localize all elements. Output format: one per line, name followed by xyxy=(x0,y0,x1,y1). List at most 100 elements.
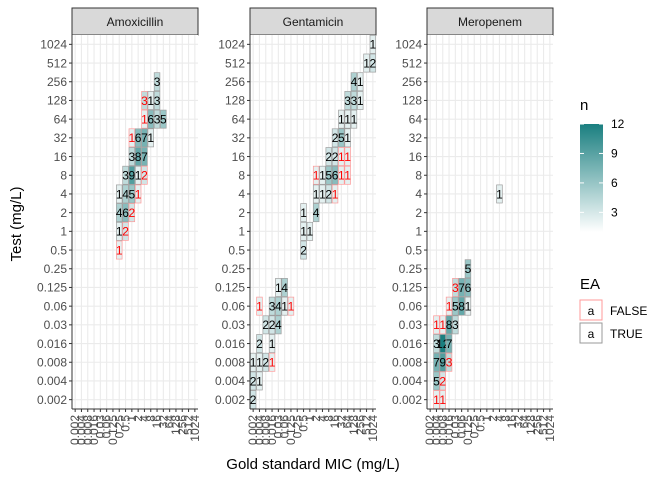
cell-count-label: 1 xyxy=(319,169,326,183)
heatmap-cell: 1 xyxy=(281,296,288,316)
cell-tile xyxy=(439,352,446,372)
strip-gentamicin xyxy=(249,7,377,36)
y-tick-label: 512 xyxy=(47,56,67,70)
fill-legend-tick-label: 3 xyxy=(611,205,618,219)
heatmap-cell: 5 xyxy=(338,128,345,148)
heatmap-cell: 1 xyxy=(319,184,326,204)
heatmap-cell: 9 xyxy=(439,352,446,372)
x-tick-label: 16 xyxy=(150,415,164,429)
x-tick-label: 0.016 xyxy=(87,415,101,445)
cell-tile xyxy=(281,296,288,316)
cell-tile xyxy=(116,221,123,241)
cell-count-label: 4 xyxy=(313,206,320,220)
cell-count-label: 1 xyxy=(269,337,276,351)
y-tick-label: 8 xyxy=(415,168,422,182)
y-tick-label: 128 xyxy=(47,94,67,108)
cell-count-label: 1 xyxy=(332,187,339,201)
y-tick-label: 0.25 xyxy=(44,262,68,276)
cell-count-label: 2 xyxy=(325,187,332,201)
x-tick-label: 1024 xyxy=(543,415,557,442)
heatmap-cell: 8 xyxy=(458,296,465,316)
cell-tile xyxy=(433,371,440,391)
cell-count-label: 1 xyxy=(433,318,440,332)
cell-tile xyxy=(116,184,123,204)
cell-tile xyxy=(268,296,276,316)
y-tick-label: 0.03 xyxy=(399,318,423,332)
heatmap-cell: 1 xyxy=(288,296,295,316)
y-tick-label: 0.016 xyxy=(37,337,67,351)
x-tick-label: 0.016 xyxy=(442,415,456,445)
heatmap-cell: 1 xyxy=(129,128,136,148)
heatmap-cell: 6 xyxy=(147,109,154,129)
heatmap-cell: 7 xyxy=(446,334,453,353)
y-tick-label: 2 xyxy=(60,206,67,220)
cell-count-label: 1 xyxy=(307,225,314,239)
ea-legend-glyph: a xyxy=(588,304,595,318)
heatmap-cell: 4 xyxy=(116,203,123,223)
y-tick-label: 0.06 xyxy=(399,299,423,313)
heatmap-cell: 3 xyxy=(446,352,453,372)
cell-count-label: 2 xyxy=(250,374,257,388)
heatmap-cell: 6 xyxy=(332,165,339,185)
cell-tile xyxy=(496,184,503,204)
cell-count-label: 1 xyxy=(288,299,295,313)
x-tick-label: 0.125 xyxy=(106,415,120,445)
cell-tile xyxy=(458,278,465,297)
x-tick-label: 2 xyxy=(486,415,500,422)
x-tick-label: 0.5 xyxy=(474,415,488,432)
cell-tile xyxy=(344,91,351,110)
y-tick-label: 4 xyxy=(415,187,422,201)
cell-count-label: 1 xyxy=(338,169,345,183)
x-tick-label: 32 xyxy=(156,415,170,429)
cell-count-label: 1 xyxy=(344,150,351,164)
x-tick-label: 0.008 xyxy=(436,415,450,445)
cell-tile xyxy=(439,334,446,353)
cell-count-label: 3 xyxy=(154,94,161,108)
heatmap-cell: 1 xyxy=(256,296,263,316)
x-tick-label: 256 xyxy=(175,415,189,435)
cell-tile xyxy=(344,128,351,148)
cell-tile xyxy=(116,203,123,223)
heatmap-cell: 2 xyxy=(122,221,129,241)
cell-tile xyxy=(369,53,377,73)
y-tick-label: 512 xyxy=(402,56,422,70)
cell-count-label: 9 xyxy=(129,169,136,183)
heatmap-cell: 5 xyxy=(464,259,472,279)
heatmap-cell: 1 xyxy=(357,72,364,92)
cell-tile xyxy=(134,128,142,148)
heatmap-cell: 2 xyxy=(369,53,377,73)
cell-tile xyxy=(350,72,358,92)
y-tick-label: 128 xyxy=(402,94,422,108)
cell-count-label: 1 xyxy=(116,225,123,239)
x-tick-label: 0.016 xyxy=(265,415,279,445)
cell-count-label: 2 xyxy=(129,206,136,220)
ea-legend-label: FALSE xyxy=(610,304,647,318)
cell-tile xyxy=(268,334,276,353)
cell-count-label: 1 xyxy=(439,393,446,407)
heatmap-cell: 2 xyxy=(250,390,257,410)
heatmap-cell: 1 xyxy=(256,352,263,372)
cell-tile xyxy=(439,371,446,391)
cell-tile xyxy=(464,259,472,279)
heatmap-cell: 7 xyxy=(458,278,465,297)
y-tick-label: 0.03 xyxy=(222,318,246,332)
cell-tile xyxy=(275,278,282,297)
heatmap-cell: 3 xyxy=(141,91,148,110)
x-tick-label: 0.008 xyxy=(81,415,95,445)
heatmap-cell: 1 xyxy=(370,34,377,54)
heatmap-cell: 2 xyxy=(262,352,269,372)
heatmap-cell: 3 xyxy=(154,72,161,92)
cell-count-label: 4 xyxy=(122,187,129,201)
cell-count-label: 2 xyxy=(332,131,339,145)
heatmap-cell: 3 xyxy=(351,91,358,110)
heatmap-cell: 5 xyxy=(452,296,459,316)
x-tick-label: 256 xyxy=(353,415,367,435)
cell-count-label: 3 xyxy=(452,281,459,295)
cell-count-label: 3 xyxy=(344,94,351,108)
cell-count-label: 7 xyxy=(141,150,148,164)
cell-count-label: 6 xyxy=(135,131,142,145)
strip-label: Amoxicillin xyxy=(107,15,164,29)
cell-count-label: 1 xyxy=(313,187,320,201)
heatmap-cell: 3 xyxy=(433,334,440,353)
